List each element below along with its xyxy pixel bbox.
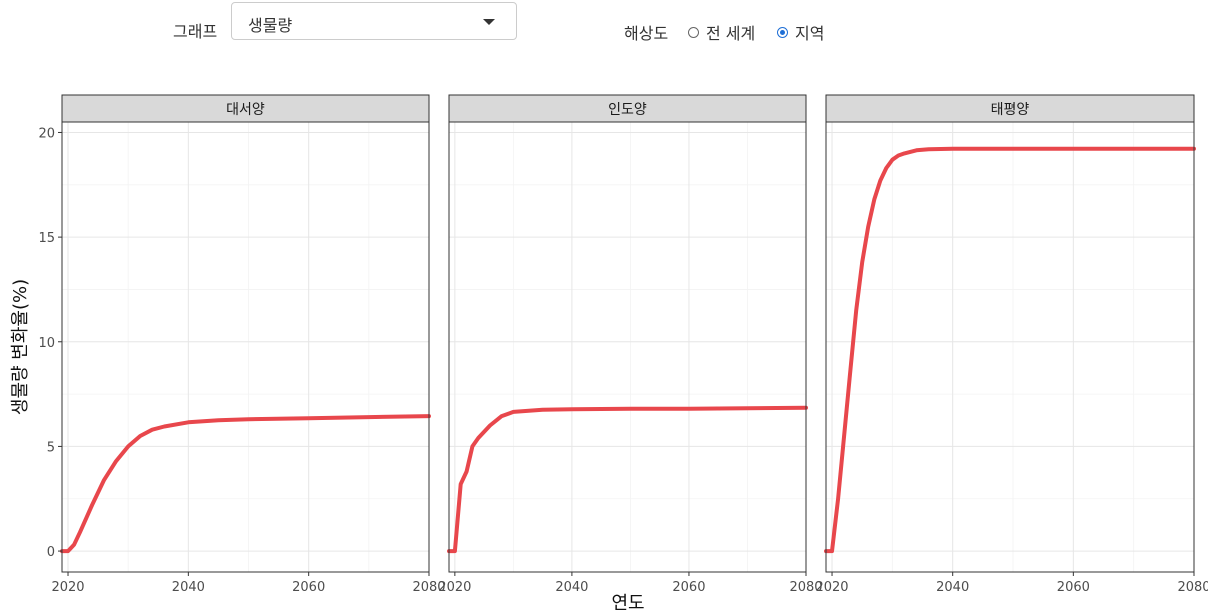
x-tick-label: 2060: [672, 580, 705, 595]
panel-border: [448, 121, 807, 573]
x-tick-label: 2080: [789, 580, 822, 595]
x-tick-label: 2080: [412, 580, 445, 595]
radio-regional[interactable]: 지역: [777, 20, 824, 44]
y-axis-title: 생물량 변화율(%): [10, 279, 31, 415]
facet-strip: [448, 94, 807, 123]
x-tick-label: 2040: [555, 580, 588, 595]
radio-global[interactable]: 전 세계: [688, 20, 755, 44]
panel-border: [61, 121, 430, 573]
radio-global-circle[interactable]: [688, 26, 699, 38]
plot-background: [449, 122, 806, 572]
graph-select-label: 그래프: [173, 22, 218, 41]
x-tick-label: 2040: [936, 580, 969, 595]
facet-strip-label: 대서양: [226, 102, 265, 118]
facet-strip-label: 인도양: [608, 102, 647, 118]
x-tick-label: 2020: [438, 580, 471, 595]
panel-3: 태평양 2020 2040 2060 2080: [815, 94, 1208, 595]
y-tick-label: 10: [38, 336, 55, 351]
x-tick-label: 2060: [292, 580, 325, 595]
x-tick-label: 2040: [172, 580, 205, 595]
graph-select-value: 생물량: [248, 16, 293, 35]
x-tick-label: 2020: [815, 580, 848, 595]
radio-global-label: 전 세계: [706, 24, 756, 43]
series-line: [824, 146, 1196, 554]
chevron-down-icon: [483, 19, 495, 25]
x-tick-label: 2020: [51, 580, 84, 595]
panel-1: 대서양 2020 2040 2060 2080 0 5 10 15 20: [38, 94, 446, 595]
panel-2: 인도양 2020 2040 2060 2080: [438, 94, 823, 595]
x-axis-title: 연도: [611, 593, 644, 613]
panel-border: [825, 121, 1195, 573]
facet-strip: [825, 94, 1195, 123]
facet-strip: [61, 94, 430, 123]
radio-regional-label: 지역: [795, 24, 825, 43]
x-tick-label: 2060: [1057, 580, 1090, 595]
series-line: [447, 405, 808, 554]
graph-select[interactable]: 생물량: [231, 2, 517, 40]
plot-background: [62, 122, 429, 572]
plot-background: [826, 122, 1194, 572]
y-tick-label: 5: [47, 440, 55, 455]
radio-regional-circle[interactable]: [777, 26, 788, 38]
resolution-label: 해상도: [624, 24, 669, 43]
controls-bar: 그래프 생물량 해상도 전 세계 지역: [0, 0, 1208, 50]
y-tick-label: 20: [38, 126, 55, 141]
series-line: [60, 414, 431, 554]
facet-strip-label: 태평양: [991, 102, 1030, 118]
y-tick-label: 15: [38, 231, 55, 246]
y-tick-label: 0: [47, 545, 55, 560]
x-tick-label: 2080: [1177, 580, 1208, 595]
